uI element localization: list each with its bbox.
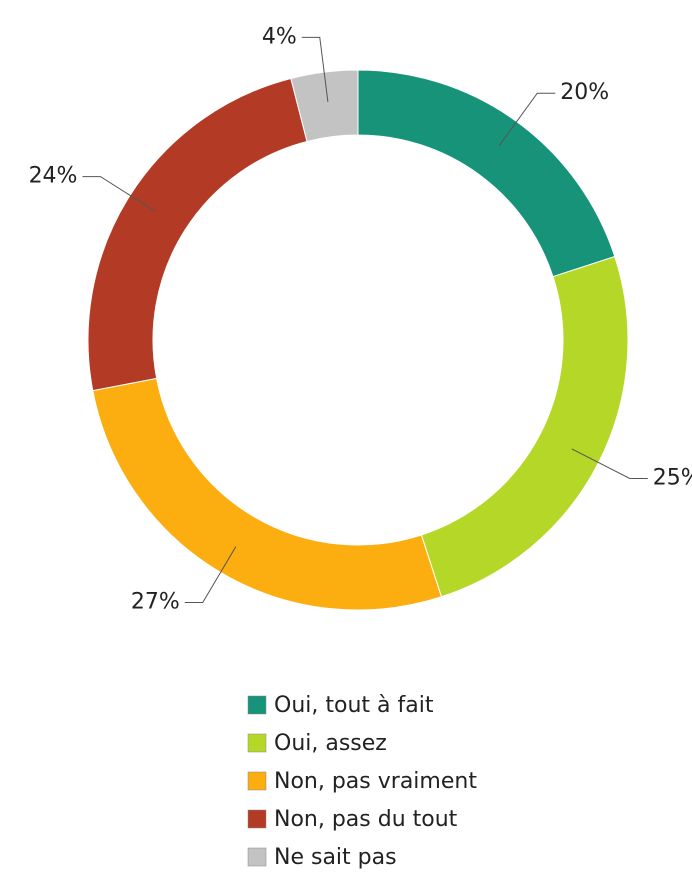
leader-line [301,36,329,102]
legend-label: Non, pas du tout [274,807,458,832]
data-label: 4% [262,24,297,49]
data-label: 24% [29,164,78,189]
legend-label: Ne sait pas [274,845,397,870]
legend-swatch [247,771,267,791]
data-label: 27% [131,590,180,615]
donut-segment [420,255,629,598]
donut-segment [92,377,443,611]
data-label: 20% [560,80,609,105]
legend-swatch [247,733,267,753]
data-label: 25% [653,465,692,490]
legend-swatch [247,809,267,829]
leader-line [498,92,556,147]
leader-line [82,176,156,212]
donut-segment [290,69,359,143]
legend-label: Oui, tout à fait [274,693,434,718]
leader-line [184,546,237,604]
legend-label: Oui, assez [274,731,387,756]
legend-swatch [247,847,267,867]
legend-swatch [247,695,267,715]
legend-label: Non, pas vraiment [274,769,477,794]
donut-segment [87,77,308,392]
leader-line [571,448,648,479]
